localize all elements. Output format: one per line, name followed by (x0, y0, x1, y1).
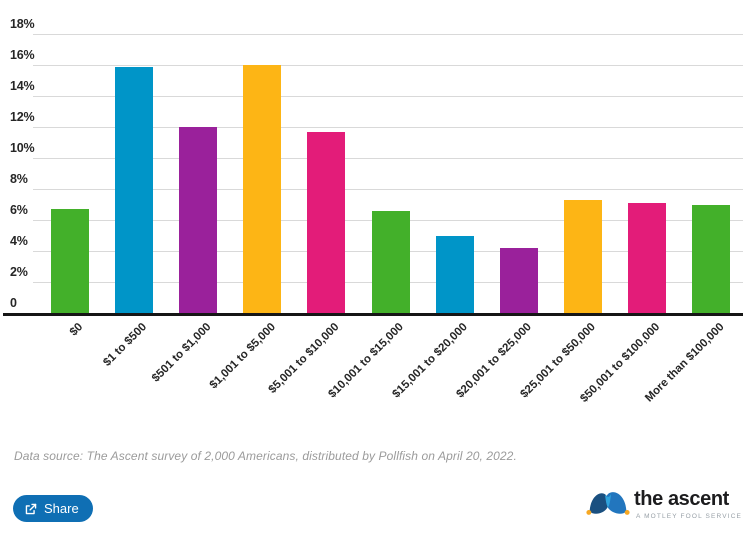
x-axis-line (3, 313, 743, 316)
gridline (33, 127, 743, 128)
bar (435, 235, 474, 313)
x-tick-label: $0 (67, 321, 86, 339)
y-tick-label: 12% (10, 110, 35, 124)
y-tick-label: 4% (10, 234, 28, 248)
bar (307, 131, 346, 313)
brand-tagline: A MOTLEY FOOL SERVICE (636, 513, 743, 520)
share-button[interactable]: Share (13, 495, 93, 522)
bar (692, 204, 730, 313)
gridline (33, 158, 743, 159)
y-tick-label: 18% (10, 17, 35, 31)
bar (371, 210, 410, 313)
y-tick-label: 8% (10, 172, 28, 186)
bar (51, 209, 89, 313)
bar (115, 66, 154, 313)
x-tick-label: $1 to $500 (101, 321, 150, 369)
y-tick-label: 6% (10, 203, 28, 217)
gridline (33, 34, 743, 35)
share-button-label: Share (44, 501, 79, 516)
x-tick-label: $5,001 to $10,000 (266, 321, 342, 396)
data-source-note: Data source: The Ascent survey of 2,000 … (14, 449, 517, 463)
bar (243, 65, 282, 313)
jester-hat-icon (585, 487, 631, 526)
y-tick-label: 0 (10, 296, 17, 310)
y-tick-label: 10% (10, 141, 35, 155)
x-tick-label: $1,001 to $5,000 (207, 321, 278, 392)
x-tick-label: $501 to $1,000 (150, 321, 214, 385)
gridline (33, 96, 743, 97)
brand-name: the ascent (634, 488, 729, 510)
bar-chart: 0 2% 4% 6% 8% 10% 12% 14% 16% 18% $0 $1 to $500 $501… (3, 17, 743, 405)
share-icon (24, 502, 38, 516)
bar (563, 199, 602, 313)
y-tick-label: 2% (10, 265, 28, 279)
y-tick-label: 14% (10, 79, 35, 93)
bar (627, 202, 666, 313)
the-ascent-logo[interactable]: the ascent A MOTLEY FOOL SERVICE (585, 485, 745, 527)
bar (179, 127, 218, 313)
bar (499, 247, 538, 313)
gridline (33, 189, 743, 190)
gridline (33, 65, 743, 66)
y-tick-label: 16% (10, 48, 35, 62)
